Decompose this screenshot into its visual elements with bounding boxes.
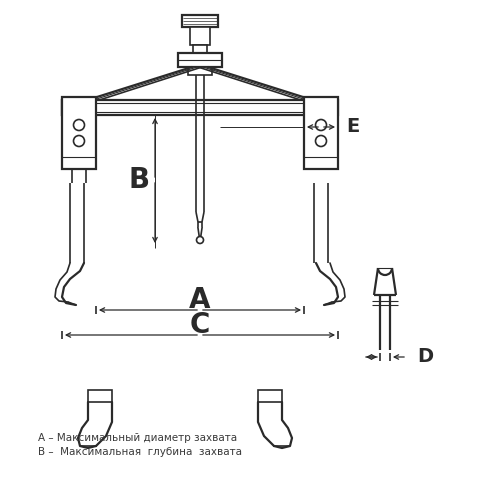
Bar bbox=[178, 53, 222, 67]
Text: A – Максимальный диаметр захвата: A – Максимальный диаметр захвата bbox=[38, 433, 237, 443]
Bar bbox=[88, 390, 112, 402]
Bar bbox=[304, 97, 338, 169]
Text: A: A bbox=[189, 286, 211, 314]
Text: D: D bbox=[417, 348, 433, 367]
Bar bbox=[190, 27, 210, 45]
Circle shape bbox=[196, 237, 204, 243]
Bar bbox=[188, 67, 212, 75]
Text: B: B bbox=[129, 166, 150, 194]
Bar bbox=[62, 100, 72, 115]
Polygon shape bbox=[198, 228, 202, 242]
Bar bbox=[182, 15, 218, 27]
Bar bbox=[62, 100, 338, 115]
Text: C: C bbox=[190, 311, 210, 339]
Text: E: E bbox=[346, 118, 359, 136]
Bar bbox=[193, 45, 207, 53]
Bar bbox=[258, 390, 282, 402]
Text: B –  Максимальная  глубина  захвата: B – Максимальная глубина захвата bbox=[38, 447, 242, 457]
Bar bbox=[62, 97, 96, 169]
